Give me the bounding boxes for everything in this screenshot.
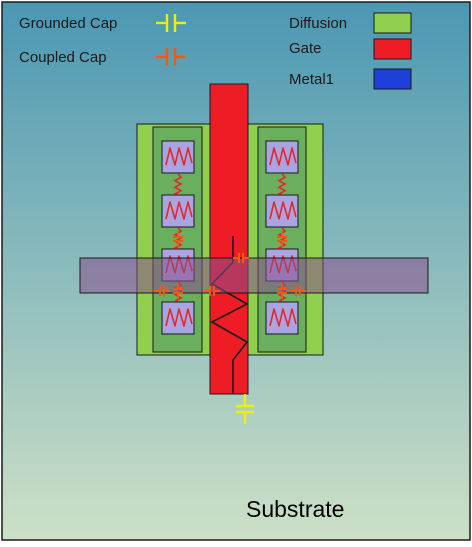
resistor-link-left-2 xyxy=(171,227,183,249)
coupled-cap-icon xyxy=(233,253,249,263)
resistor-zigzag-icon xyxy=(269,201,297,220)
contact-square xyxy=(161,140,195,174)
contact-square xyxy=(265,140,299,174)
contact-right-4 xyxy=(265,301,299,335)
coupled-cap-icon xyxy=(204,286,220,296)
coupled-cap-icon xyxy=(277,231,287,247)
coupled-cap-icon xyxy=(156,48,186,66)
coupled-cap-icon xyxy=(277,283,287,299)
legend-gate-label: Gate xyxy=(289,40,322,57)
coupled-cap-icon xyxy=(173,231,183,247)
resistor-zigzag-icon xyxy=(269,255,297,274)
resistor-zigzag-icon xyxy=(269,147,297,166)
contact-left-4 xyxy=(161,301,195,335)
coupled-cap-icon xyxy=(173,283,183,299)
legend-metal1-label: Metal1 xyxy=(289,71,335,88)
resistor-zigzag-icon xyxy=(165,201,193,220)
contact-square xyxy=(161,301,195,335)
legend-metal1-swatch xyxy=(373,68,412,90)
resistor-zigzag-icon xyxy=(269,308,297,327)
contact-right-2 xyxy=(265,194,299,228)
resistor-zigzag-icon xyxy=(165,147,193,166)
grounded-cap-icon xyxy=(156,14,186,32)
resistor-link-left-1 xyxy=(171,173,183,195)
substrate-label: Substrate xyxy=(246,496,345,522)
coupled-cap-icon xyxy=(290,286,306,296)
resistor-zigzag-icon xyxy=(165,255,193,274)
resistor-link-right-2 xyxy=(275,227,287,249)
contact-left-2 xyxy=(161,194,195,228)
metal1-strap xyxy=(79,257,429,294)
contact-square xyxy=(161,194,195,228)
contact-square xyxy=(265,301,299,335)
legend-diffusion-label: Diffusion xyxy=(289,15,348,32)
contact-square xyxy=(265,194,299,228)
resistor-link-right-1 xyxy=(275,173,287,195)
legend-diffusion-swatch xyxy=(373,12,412,34)
legend-coupled-cap-label: Coupled Cap xyxy=(19,49,107,66)
gate xyxy=(209,83,249,395)
legend-grounded-cap-label: Grounded Cap xyxy=(19,15,118,32)
contact-left-1 xyxy=(161,140,195,174)
grounded-cap-icon xyxy=(236,394,254,424)
contact-right-1 xyxy=(265,140,299,174)
resistor-zigzag-icon xyxy=(165,308,193,327)
coupled-cap-icon xyxy=(154,286,170,296)
legend-gate-swatch xyxy=(373,38,412,60)
